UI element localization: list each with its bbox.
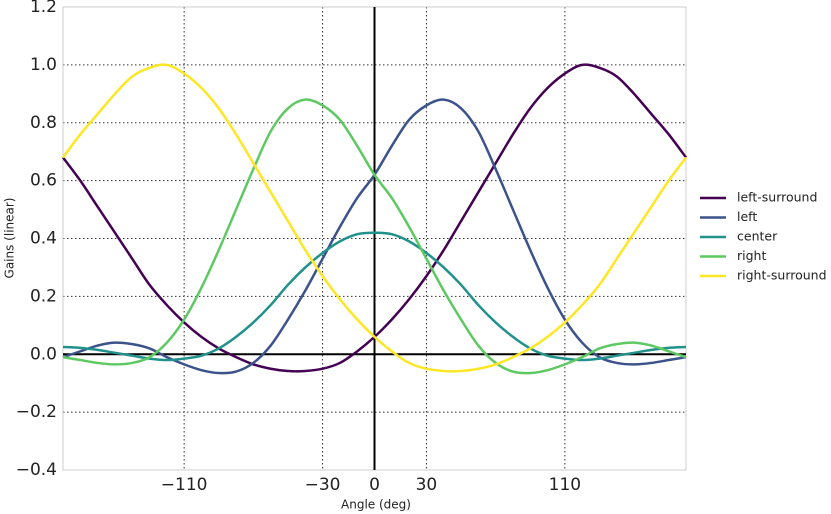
y-tick-label: −0.4	[16, 460, 57, 480]
series-line	[61, 63, 688, 373]
y-tick-label: 1.2	[30, 0, 57, 17]
x-axis-label: Angle (deg)	[341, 498, 411, 512]
y-tick-label: 0.0	[30, 344, 57, 364]
y-tick-label: 0.2	[30, 286, 57, 306]
x-tick-label: 110	[549, 475, 581, 495]
y-tick-label: 0.6	[30, 171, 57, 191]
legend-label: left	[737, 209, 757, 224]
y-tick-label: 0.4	[30, 229, 57, 249]
series-line	[62, 98, 687, 375]
series-line	[62, 231, 687, 362]
legend-label: right-surround	[737, 268, 827, 283]
y-axis-label: Gains (linear)	[3, 198, 17, 279]
legend-label: center	[737, 229, 778, 244]
y-tick-label: −0.2	[16, 402, 57, 422]
legend-label: right	[737, 248, 766, 263]
x-tick-label: −30	[305, 475, 341, 495]
legend-label: left-surround	[737, 190, 817, 205]
y-tick-label: 0.8	[30, 113, 57, 133]
x-tick-label: 30	[416, 475, 438, 495]
y-tick-label: 1.0	[30, 55, 57, 75]
x-tick-label: −110	[161, 475, 208, 495]
x-tick-label: 0	[369, 475, 380, 495]
